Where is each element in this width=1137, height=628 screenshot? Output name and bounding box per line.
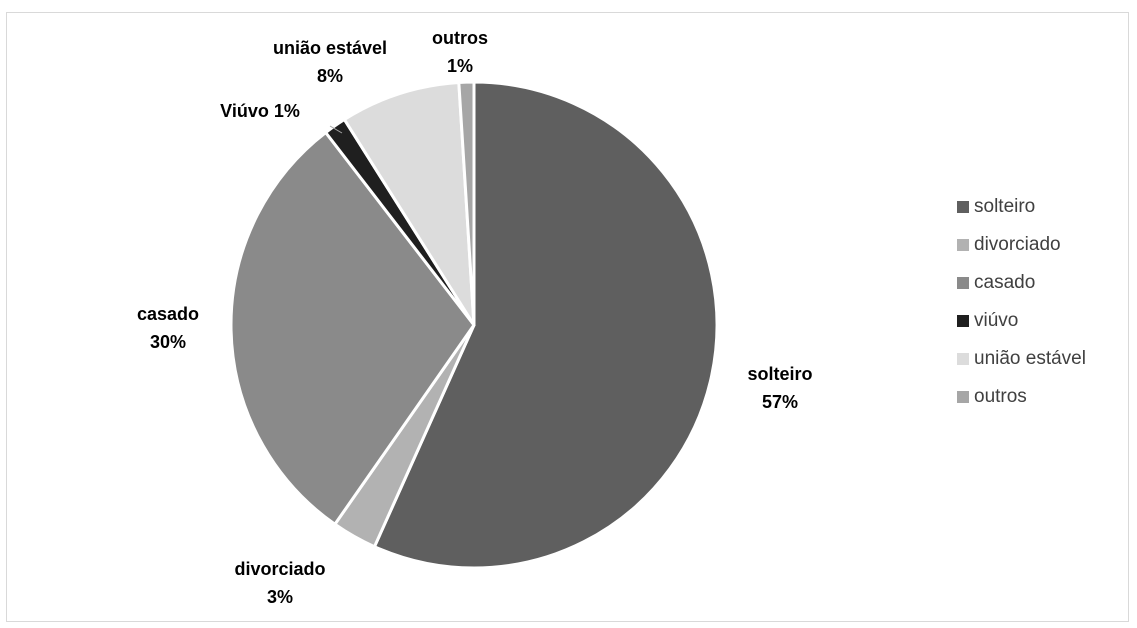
- label-uniao-estavel-name: união estável: [272, 38, 388, 58]
- viuvo-leader-line: [329, 125, 343, 134]
- pie-slice-casado: [229, 131, 476, 526]
- legend-label-uniao-estavel: união estável: [974, 348, 1086, 369]
- legend-label-viuvo: viúvo: [974, 310, 1019, 331]
- label-viuvo: Viúvo 1%: [205, 97, 315, 125]
- pie-slice-outros: [457, 80, 476, 327]
- legend: solteiro divorciado casado viúvo união e…: [957, 188, 1086, 416]
- label-outros: outros 1%: [420, 24, 500, 80]
- label-uniao-estavel-pct: 8%: [316, 66, 343, 86]
- label-solteiro: solteiro 57%: [730, 360, 830, 416]
- legend-swatch-divorciado: [957, 239, 969, 251]
- label-outros-name: outros: [432, 28, 488, 48]
- legend-swatch-uniao-estavel: [957, 353, 969, 365]
- legend-item-divorciado: divorciado: [957, 226, 1086, 264]
- label-casado-pct: 30%: [149, 332, 187, 352]
- legend-swatch-casado: [957, 277, 969, 289]
- label-viuvo-name: Viúvo 1%: [220, 101, 300, 121]
- legend-swatch-solteiro: [957, 201, 969, 213]
- label-solteiro-name: solteiro: [747, 364, 813, 384]
- legend-item-viuvo: viúvo: [957, 302, 1086, 340]
- label-outros-pct: 1%: [446, 56, 473, 76]
- legend-label-outros: outros: [974, 386, 1027, 407]
- label-uniao-estavel: união estável 8%: [255, 34, 405, 90]
- legend-label-solteiro: solteiro: [974, 196, 1036, 217]
- legend-item-uniao-estavel: união estável: [957, 340, 1086, 378]
- label-casado-name: casado: [136, 304, 200, 324]
- label-divorciado-pct: 3%: [266, 587, 293, 607]
- label-casado: casado 30%: [118, 300, 218, 356]
- pie-slice-solteiro: [372, 80, 719, 570]
- legend-swatch-viuvo: [957, 315, 969, 327]
- legend-item-solteiro: solteiro: [957, 188, 1086, 226]
- label-divorciado-name: divorciado: [234, 559, 326, 579]
- legend-swatch-outros: [957, 391, 969, 403]
- legend-item-outros: outros: [957, 378, 1086, 416]
- label-solteiro-pct: 57%: [761, 392, 799, 412]
- legend-label-divorciado: divorciado: [974, 234, 1061, 255]
- pie-slice-uniao-estavel: [342, 80, 476, 327]
- label-divorciado: divorciado 3%: [215, 555, 345, 611]
- pie-slices: [229, 80, 719, 570]
- legend-item-casado: casado: [957, 264, 1086, 302]
- legend-label-casado: casado: [974, 272, 1036, 293]
